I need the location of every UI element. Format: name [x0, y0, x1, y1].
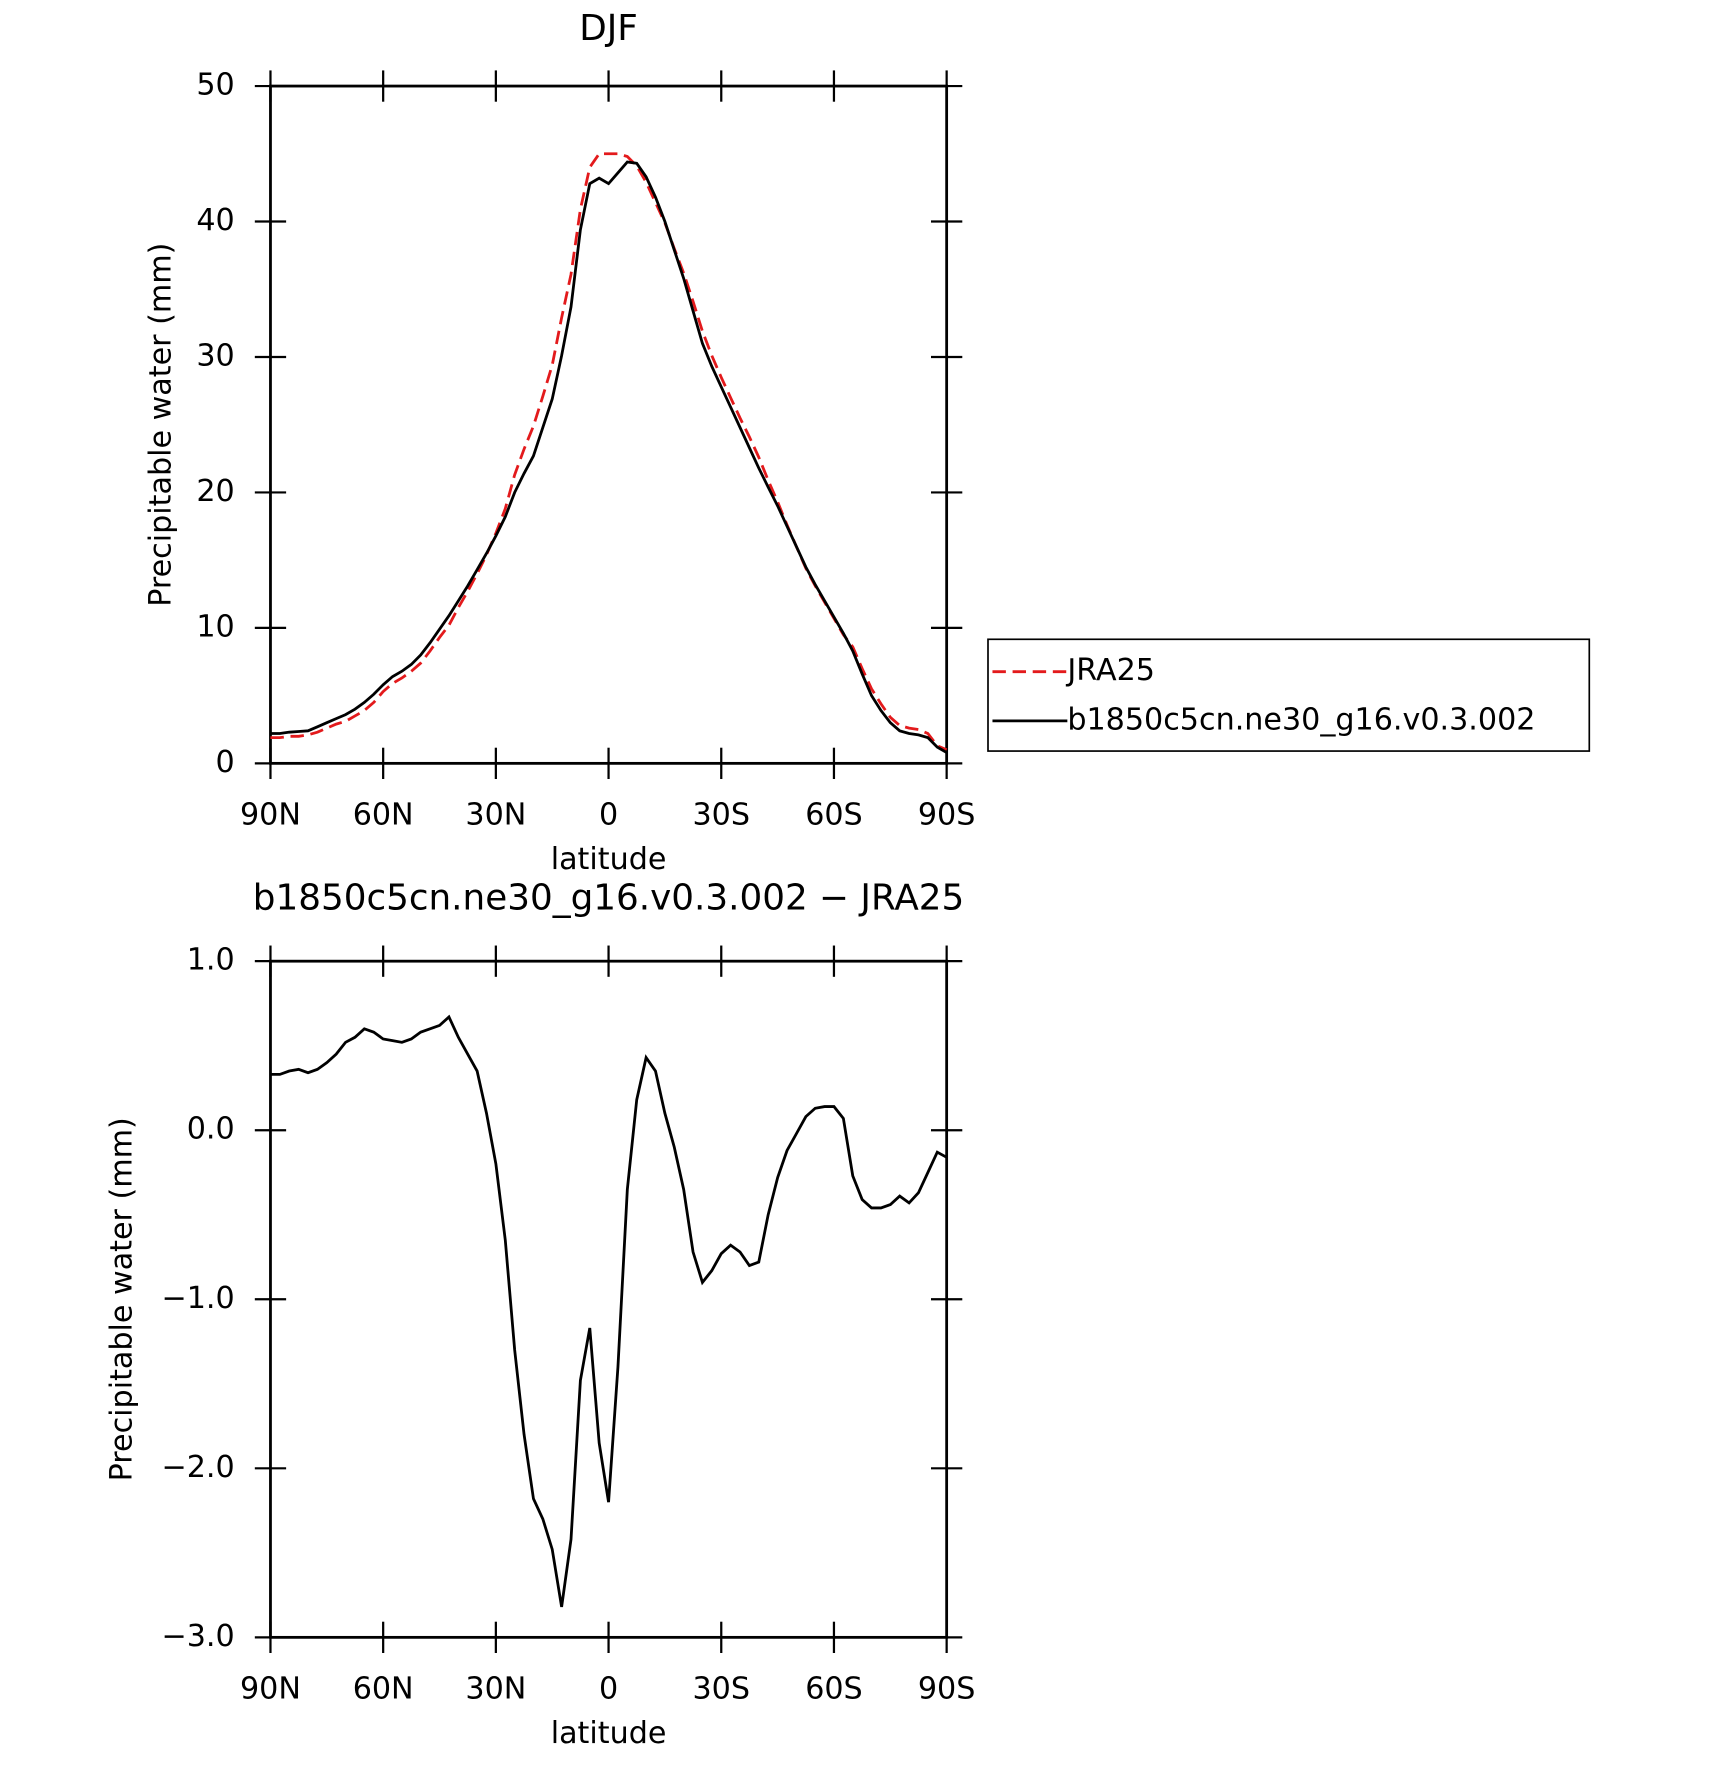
x-axis-label: latitude: [551, 1716, 667, 1751]
plot-frame: [269, 959, 949, 1639]
x-tick-label: 90N: [240, 1671, 301, 1706]
x-tick-label: 60N: [353, 1671, 414, 1706]
y-tick-label: 40: [196, 203, 234, 238]
x-tick-label: 30N: [465, 797, 526, 832]
legend-box: [987, 638, 1591, 752]
y-tick-label: −3.0: [161, 1619, 234, 1654]
x-axis-label: latitude: [551, 842, 667, 877]
y-tick-label: 0.0: [187, 1112, 235, 1147]
y-tick-label: −1.0: [161, 1281, 234, 1316]
x-tick-label: 30S: [692, 797, 750, 832]
x-tick-label: 30N: [465, 1671, 526, 1706]
x-tick-label: 60N: [353, 797, 414, 832]
data-line: [270, 152, 948, 752]
x-tick-label: 0: [599, 1671, 618, 1706]
y-tick-label: 0: [216, 745, 235, 780]
y-axis-label: Precipitable water (mm): [104, 1117, 139, 1481]
x-tick-label: 0: [599, 797, 618, 832]
plot-frame: [269, 84, 949, 765]
chart-title: b1850c5cn.ne30_g16.v0.3.002 − JRA25: [253, 878, 964, 919]
y-tick-label: 50: [196, 68, 234, 103]
data-line: [270, 160, 948, 754]
y-tick-label: 20: [196, 474, 234, 509]
data-line: [270, 1014, 948, 1608]
x-tick-label: 90S: [918, 1671, 976, 1706]
x-tick-label: 90N: [240, 797, 301, 832]
y-tick-label: −2.0: [161, 1450, 234, 1485]
y-tick-label: 10: [196, 609, 234, 644]
x-tick-label: 90S: [918, 797, 976, 832]
y-axis-label: Precipitable water (mm): [144, 243, 179, 607]
legend-label: JRA25: [1065, 653, 1155, 688]
y-tick-label: 1.0: [187, 943, 235, 978]
legend-label: b1850c5cn.ne30_g16.v0.3.002: [1067, 702, 1535, 737]
y-tick-label: 30: [196, 338, 234, 373]
x-tick-label: 30S: [692, 1671, 750, 1706]
chart-title: DJF: [579, 8, 638, 49]
x-tick-label: 60S: [805, 797, 863, 832]
x-tick-label: 60S: [805, 1671, 863, 1706]
